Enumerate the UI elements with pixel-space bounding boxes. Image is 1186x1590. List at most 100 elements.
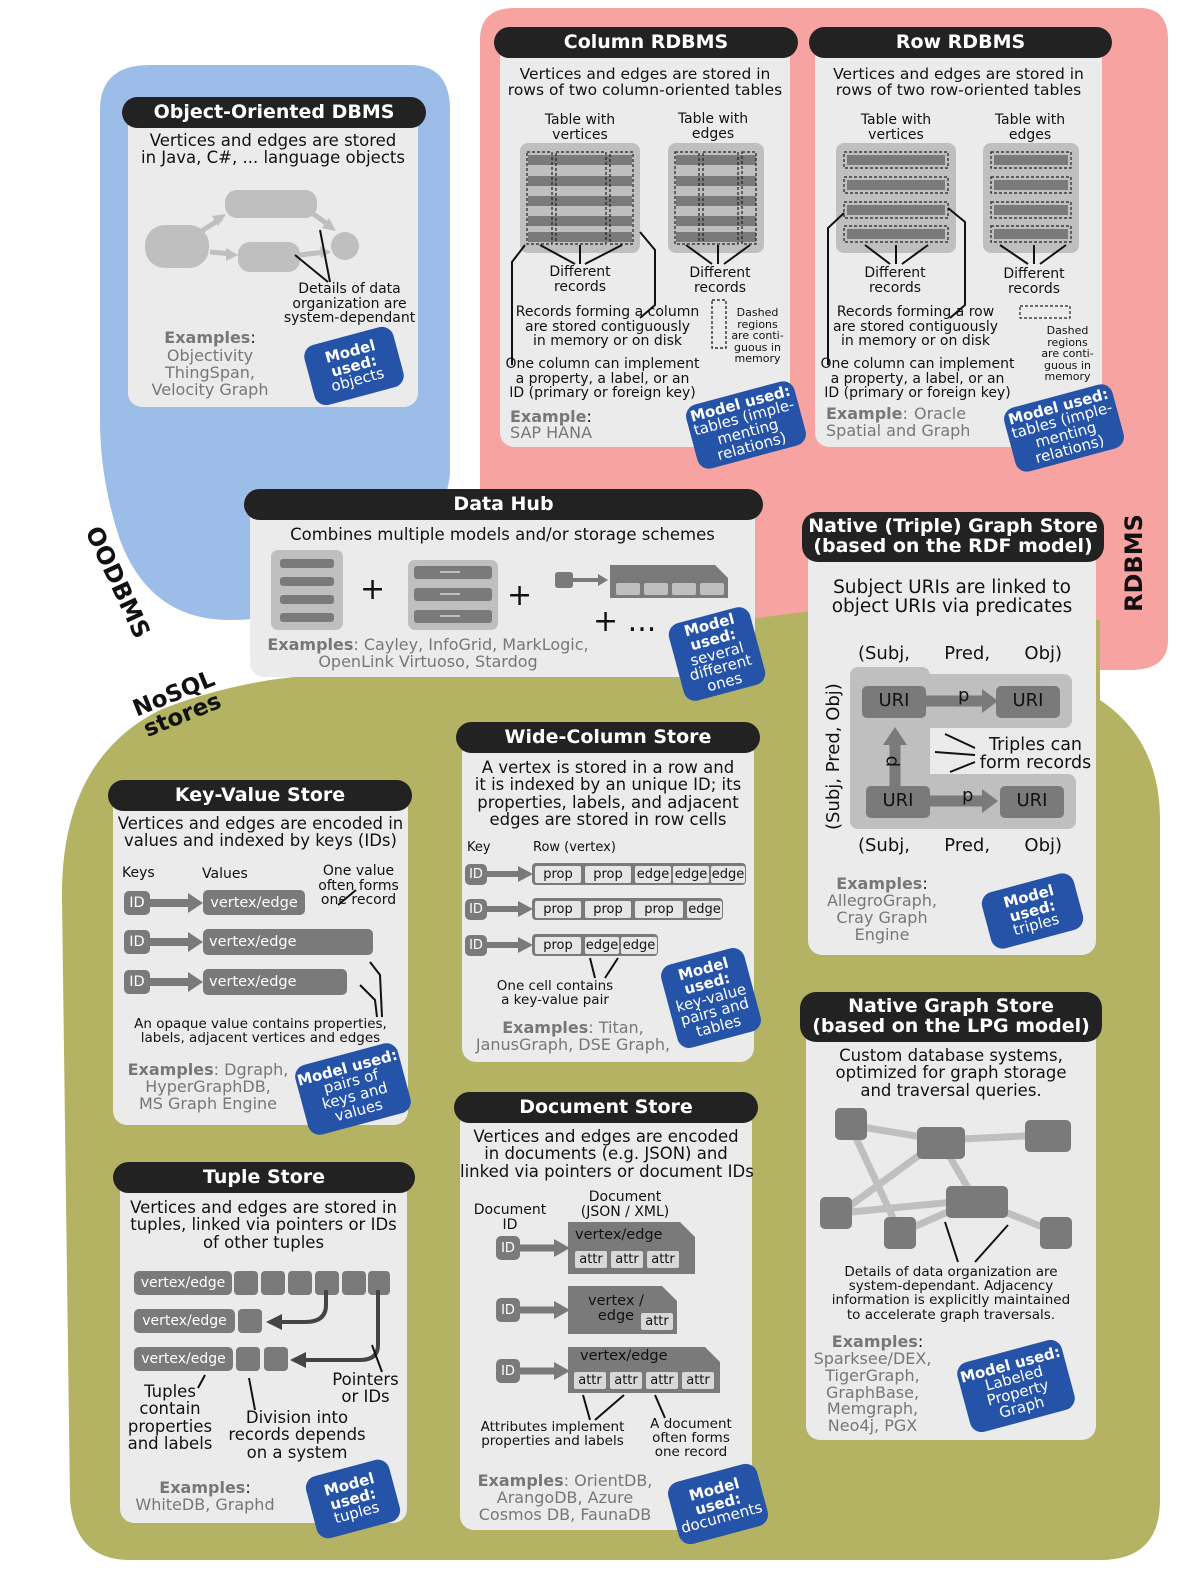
document-examples: Examples: OrientDB, ArangoDB, Azure Cosm… (477, 1471, 653, 1524)
kv-values-header: Values (202, 866, 248, 882)
triple-predicate-2: p (962, 785, 974, 806)
column-rdbms-table-edges-label: Table with edges (677, 111, 749, 142)
column-rdbms-table-vertices-label: Table with vertices (544, 112, 616, 143)
kv-store-title: Key-Value Store (108, 780, 412, 811)
data-hub-plus-1: + (360, 572, 386, 607)
triple-store-examples-label: Examples: (836, 874, 928, 893)
triple-store-header-top: (Subj, Pred, Obj) (857, 643, 1063, 664)
kv-note: An opaque value contains properties, lab… (134, 1016, 387, 1047)
row-rdbms-records-note: Records forming a row are stored contigu… (832, 304, 999, 350)
wide-column-row-header: Row (vertex) (533, 840, 616, 855)
column-rdbms-records-note: Records forming a column are stored cont… (515, 304, 700, 350)
row-rdbms-table-vertices-label: Table with vertices (860, 112, 932, 143)
wide-column-description: A vertex is stored in a row and it is in… (474, 758, 742, 829)
row-rdbms-title: Row RDBMS (809, 27, 1112, 58)
lpg-store-description: Custom database systems, optimized for g… (835, 1046, 1067, 1100)
document-store-title: Document Store (454, 1092, 758, 1123)
lpg-store-examples: Sparksee/DEX, TigerGraph, GraphBase, Mem… (813, 1349, 932, 1436)
kv-key-3: ID (124, 970, 150, 994)
data-hub-plus-3: + ... (593, 604, 657, 639)
kv-key-1: ID (124, 891, 150, 915)
wide-column-cell: prop (584, 900, 632, 919)
column-rdbms-title: Column RDBMS (494, 27, 798, 58)
document-header: Document (JSON / XML) (580, 1189, 670, 1220)
triple-store-note: Triples can form records (979, 735, 1092, 774)
triple-uri-2: URI (1012, 690, 1044, 711)
lpg-store-title: Native Graph Store (based on the LPG mod… (800, 992, 1102, 1042)
triple-store-header-bottom: (Subj, Pred, Obj) (857, 835, 1063, 856)
document-store-description: Vertices and edges are encoded in docume… (460, 1127, 754, 1181)
wide-column-cell: edge (634, 865, 672, 884)
data-hub-plus-2: + (507, 578, 533, 613)
wide-column-cell: prop (584, 865, 632, 884)
row-rdbms-records-b: Different records (1003, 266, 1065, 297)
tuple-division-note: Division into records depends on a syste… (228, 1408, 366, 1462)
tuple-examples-label: Examples: (159, 1478, 251, 1497)
wide-column-title: Wide-Column Store (456, 722, 760, 753)
data-hub-examples: Examples: Cayley, InfoGrid, MarkLogic, O… (267, 635, 589, 671)
kv-store-description: Vertices and edges are encoded in values… (117, 814, 404, 851)
triple-store-title: Native (Triple) Graph Store (based on th… (802, 512, 1104, 562)
oodbms-title: Object-Oriented DBMS (122, 97, 426, 128)
document-attr: attr (646, 1250, 680, 1269)
wide-column-key-header: Key (467, 840, 491, 855)
lpg-store-note: Details of data organization are system-… (831, 1264, 1071, 1323)
tuple-store-title: Tuple Store (113, 1162, 415, 1193)
column-rdbms-column-note: One column can implement a property, a l… (505, 356, 700, 402)
data-hub-title: Data Hub (244, 489, 763, 520)
document-attr: attr (645, 1371, 679, 1390)
wide-column-cell: edge (686, 900, 723, 919)
document-2-value: vertex / edge (588, 1293, 644, 1325)
row-rdbms-dashed-note: Dashed regions are conti- guous in memor… (1041, 324, 1094, 384)
document-attr: attr (640, 1312, 674, 1331)
tuple-value-2: vertex/edge (134, 1309, 235, 1333)
tuple-store-description: Vertices and edges are stored in tuples,… (130, 1198, 397, 1252)
wide-column-cell: edge (584, 936, 620, 955)
oodbms-note: Details of data organization are system-… (283, 281, 416, 327)
document-attr: attr (573, 1371, 607, 1390)
kv-key-2: ID (124, 930, 150, 954)
oodbms-examples-label: Examples: (164, 328, 256, 347)
wide-column-note: One cell contains a key-value pair (496, 978, 614, 1009)
kv-value-1: vertex/edge (203, 890, 305, 915)
document-id-2: ID (496, 1298, 520, 1322)
document-id-3: ID (496, 1359, 520, 1383)
triple-store-examples: AllegroGraph, Cray Graph Engine (826, 891, 937, 944)
tuple-value-1: vertex/edge (134, 1271, 232, 1295)
document-attr: attr (610, 1250, 644, 1269)
triple-predicate-1: p (958, 685, 970, 706)
document-attr: attr (574, 1250, 608, 1269)
kv-keys-header: Keys (122, 865, 155, 881)
wide-column-key-3: ID (465, 935, 487, 956)
row-rdbms-records-a: Different records (864, 265, 926, 296)
tuple-pointers-note: Pointers or IDs (332, 1370, 399, 1407)
oodbms-examples: Objectivity ThingSpan, Velocity Graph (151, 346, 269, 399)
data-hub-description: Combines multiple models and/or storage … (290, 525, 715, 544)
triple-uri-3: URI (882, 790, 914, 811)
triple-uri-1: URI (878, 690, 910, 711)
triple-store-description: Subject URIs are linked to object URIs v… (831, 577, 1073, 618)
row-rdbms-column-note: One column can implement a property, a l… (820, 356, 1015, 402)
wide-column-cell: prop (534, 865, 582, 884)
column-rdbms-records-a: Different records (549, 264, 611, 295)
oodbms-description: Vertices and edges are stored in Java, C… (141, 131, 405, 168)
document-attr-note: Attributes implement properties and labe… (480, 1419, 625, 1450)
triple-uri-4: URI (1016, 790, 1048, 811)
document-id-header: Document ID (473, 1202, 547, 1233)
document-attr: attr (609, 1371, 643, 1390)
kv-examples: Examples: Dgraph, HyperGraphDB, MS Graph… (127, 1060, 289, 1113)
column-rdbms-example: SAP HANA (510, 423, 593, 442)
row-rdbms-table-edges-label: Table with edges (994, 112, 1066, 143)
wide-column-cell: prop (634, 900, 684, 919)
wide-column-cell: edge (710, 865, 746, 884)
wide-column-key-2: ID (465, 899, 487, 920)
wide-column-cell: prop (534, 900, 582, 919)
